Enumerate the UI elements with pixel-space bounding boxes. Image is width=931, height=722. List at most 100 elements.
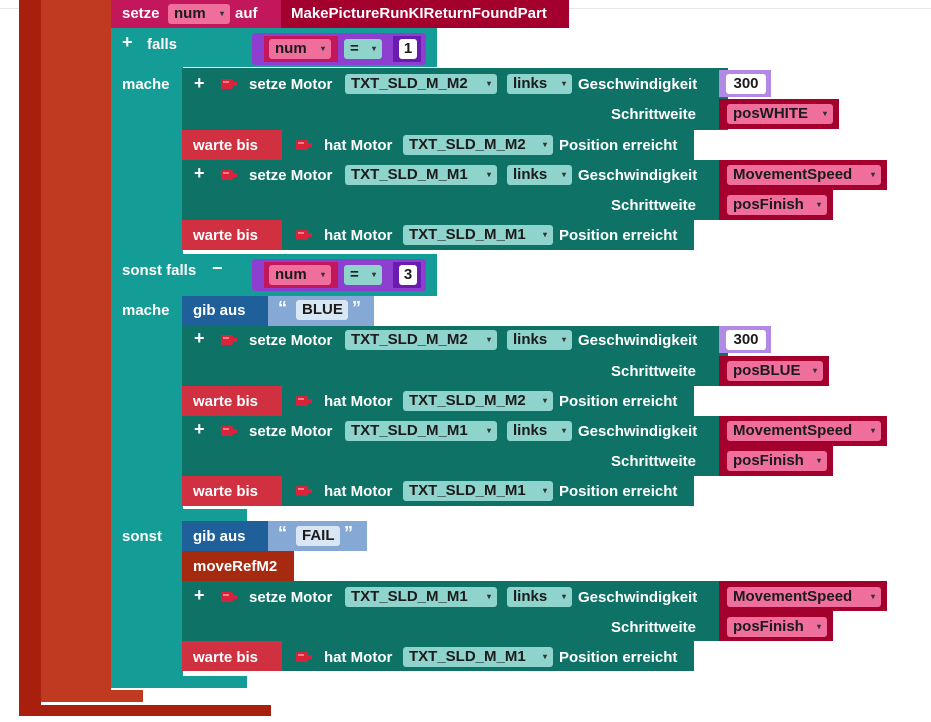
direction-dropdown[interactable]: links ▾ — [507, 74, 572, 94]
speed-var-dropdown[interactable]: MovementSpeed ▾ — [727, 421, 881, 441]
step-var-dropdown[interactable]: posFinish ▾ — [727, 617, 827, 637]
motor-dropdown[interactable]: TXT_SLD_M_M1 ▾ — [345, 587, 497, 607]
speed-var-dropdown[interactable]: MovementSpeed ▾ — [727, 587, 881, 607]
cond1-value[interactable]: 1 — [399, 39, 417, 59]
chevron-down-icon: ▾ — [219, 9, 224, 18]
warte-bis-label: warte bis — [193, 137, 259, 154]
plus-icon[interactable]: + — [194, 328, 205, 348]
motor-name: TXT_SLD_M_M2 — [351, 75, 468, 92]
plus-icon[interactable]: + — [194, 163, 205, 183]
motor-name: TXT_SLD_M_M1 — [409, 648, 526, 665]
text-value[interactable]: BLUE — [296, 300, 348, 320]
hat-motor-label: hat Motor — [324, 393, 393, 410]
chevron-down-icon: ▾ — [486, 426, 491, 435]
direction: links — [513, 588, 548, 605]
motor-icon — [221, 170, 237, 180]
plus-icon[interactable]: + — [194, 73, 205, 93]
cond1-var-dropdown[interactable]: num ▾ — [269, 39, 331, 59]
geschwindigkeit-label: Geschwindigkeit — [578, 589, 698, 606]
direction-dropdown[interactable]: links ▾ — [507, 165, 572, 185]
wait-until-block[interactable] — [182, 386, 282, 416]
minus-icon[interactable]: − — [212, 258, 223, 278]
motor-dropdown[interactable]: TXT_SLD_M_M1 ▾ — [403, 225, 553, 245]
speed-value[interactable]: 300 — [726, 330, 766, 350]
procedure-call-label: MakePictureRunKIReturnFoundPart — [291, 5, 547, 22]
chevron-down-icon: ▾ — [812, 366, 817, 375]
var-dropdown[interactable]: num ▾ — [168, 4, 230, 24]
motor-dropdown[interactable]: TXT_SLD_M_M1 ▾ — [403, 647, 553, 667]
auf-label: auf — [235, 5, 258, 22]
cond2-var: num — [275, 266, 307, 283]
wait-until-block[interactable] — [182, 641, 282, 671]
position-erreicht-label: Position erreicht — [559, 483, 678, 500]
chevron-down-icon: ▾ — [486, 170, 491, 179]
close-quote-icon: ” — [344, 523, 353, 543]
motor-icon — [296, 396, 312, 406]
cond2-value[interactable]: 3 — [399, 265, 417, 285]
if-sonst-row-tab — [111, 509, 247, 521]
motor-dropdown[interactable]: TXT_SLD_M_M1 ▾ — [345, 421, 497, 441]
open-quote-icon: “ — [278, 523, 287, 543]
direction-dropdown[interactable]: links ▾ — [507, 587, 572, 607]
schrittweite-label: Schrittweite — [611, 619, 697, 636]
chevron-down-icon: ▾ — [486, 335, 491, 344]
step-var-dropdown[interactable]: posBLUE ▾ — [727, 361, 823, 381]
motor-icon — [296, 652, 312, 662]
motor-dropdown[interactable]: TXT_SLD_M_M1 ▾ — [403, 481, 553, 501]
step-var-dropdown[interactable]: posFinish ▾ — [727, 451, 827, 471]
chevron-down-icon: ▾ — [816, 456, 821, 465]
direction-dropdown[interactable]: links ▾ — [507, 421, 572, 441]
text-value[interactable]: FAIL — [296, 526, 340, 546]
cond2-op-dropdown[interactable]: = ▾ — [344, 265, 382, 285]
wait-until-block[interactable] — [182, 476, 282, 506]
step-var: posFinish — [733, 196, 804, 213]
chevron-down-icon: ▾ — [561, 335, 566, 344]
cond2-var-dropdown[interactable]: num ▾ — [269, 265, 331, 285]
falls-label: falls — [147, 36, 178, 53]
motor-dropdown[interactable]: TXT_SLD_M_M2 ▾ — [345, 330, 497, 350]
speed-value[interactable]: 300 — [726, 74, 766, 94]
chevron-down-icon: ▾ — [561, 170, 566, 179]
warte-bis-label: warte bis — [193, 649, 259, 666]
plus-icon[interactable]: + — [194, 419, 205, 439]
var-name: num — [174, 5, 206, 22]
mache-label-2: mache — [122, 302, 170, 319]
setze-motor-label: setze Motor — [249, 332, 333, 349]
geschwindigkeit-label: Geschwindigkeit — [578, 167, 698, 184]
speed-var-dropdown[interactable]: MovementSpeed ▾ — [727, 165, 881, 185]
step-var-dropdown[interactable]: posWHITE ▾ — [727, 104, 833, 124]
wait-until-block[interactable] — [182, 130, 282, 160]
step-var: posWHITE — [733, 105, 808, 122]
chevron-down-icon: ▾ — [561, 426, 566, 435]
motor-dropdown[interactable]: TXT_SLD_M_M1 ▾ — [345, 165, 497, 185]
procedure-call-block[interactable] — [182, 551, 294, 581]
cond1-op-dropdown[interactable]: = ▾ — [344, 39, 382, 59]
motor-dropdown[interactable]: TXT_SLD_M_M2 ▾ — [403, 391, 553, 411]
motor-name: TXT_SLD_M_M1 — [351, 166, 468, 183]
step-var: posBLUE — [733, 362, 801, 379]
if-block[interactable] — [111, 28, 183, 688]
close-quote-icon: ” — [352, 298, 361, 318]
chevron-down-icon: ▾ — [561, 592, 566, 601]
print-block[interactable] — [182, 296, 270, 326]
motor-dropdown[interactable]: TXT_SLD_M_M2 ▾ — [345, 74, 497, 94]
chevron-down-icon: ▾ — [371, 270, 376, 279]
step-var: posFinish — [733, 618, 804, 635]
print-block[interactable] — [182, 521, 270, 551]
hat-motor-label: hat Motor — [324, 227, 393, 244]
wait-until-block[interactable] — [182, 220, 282, 250]
sonst-label: sonst — [122, 528, 163, 545]
setze-motor-label: setze Motor — [249, 589, 333, 606]
chevron-down-icon: ▾ — [561, 79, 566, 88]
plus-icon[interactable]: + — [194, 585, 205, 605]
direction-dropdown[interactable]: links ▾ — [507, 330, 572, 350]
plus-icon[interactable]: + — [122, 32, 133, 52]
motor-dropdown[interactable]: TXT_SLD_M_M2 ▾ — [403, 135, 553, 155]
step-var-dropdown[interactable]: posFinish ▾ — [727, 195, 827, 215]
gib-aus-label: gib aus — [193, 528, 246, 545]
gib-aus-label: gib aus — [193, 302, 246, 319]
hat-motor-label: hat Motor — [324, 483, 393, 500]
warte-bis-label: warte bis — [193, 227, 259, 244]
cond1-var: num — [275, 40, 307, 57]
sonst-falls-label: sonst falls — [122, 262, 197, 279]
